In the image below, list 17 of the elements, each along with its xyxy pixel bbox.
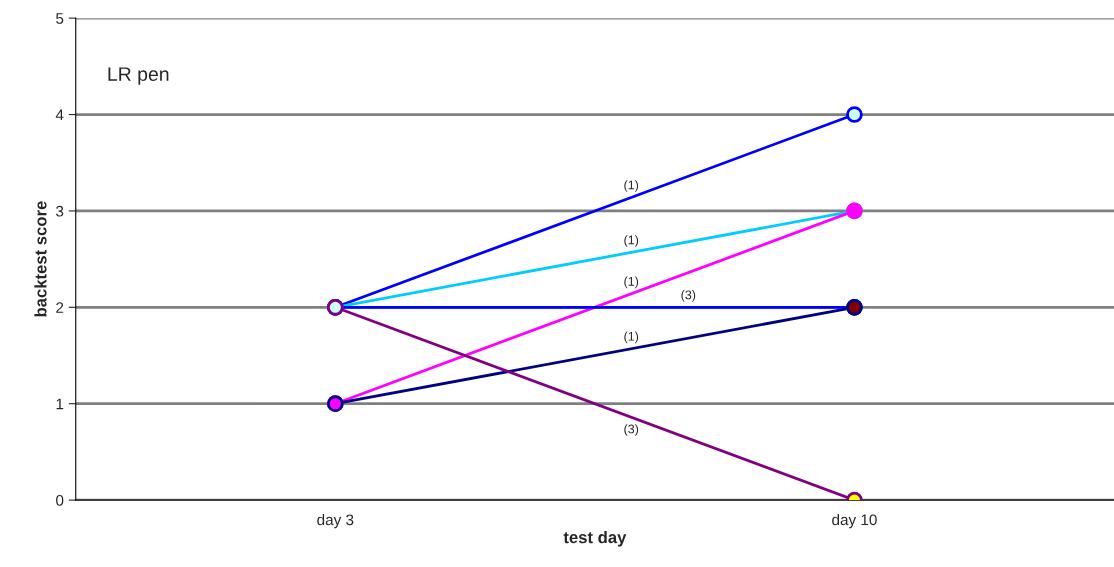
x-axis-title: test day bbox=[563, 531, 627, 547]
annotation: (3) bbox=[681, 290, 696, 302]
y-tick-label: 3 bbox=[56, 205, 64, 217]
annotation: (3) bbox=[624, 424, 639, 436]
text: LR pen bbox=[108, 67, 169, 85]
annotation: (1) bbox=[624, 331, 639, 344]
y-axis-title: backtest score bbox=[34, 201, 47, 317]
y-tick-label: 2 bbox=[56, 302, 64, 313]
annotation: (1) bbox=[624, 235, 639, 247]
annotation: (1) bbox=[624, 180, 639, 192]
x-tick-label: day 10 bbox=[832, 513, 877, 529]
x-tick-label: day 3 bbox=[317, 513, 354, 529]
y-tick-label: 0 bbox=[56, 494, 64, 506]
y-tick-label: 1 bbox=[56, 398, 64, 410]
y-tick-label: 4 bbox=[55, 109, 64, 121]
y-tick-label: 5 bbox=[56, 13, 64, 24]
annotation: (1) bbox=[624, 276, 639, 289]
